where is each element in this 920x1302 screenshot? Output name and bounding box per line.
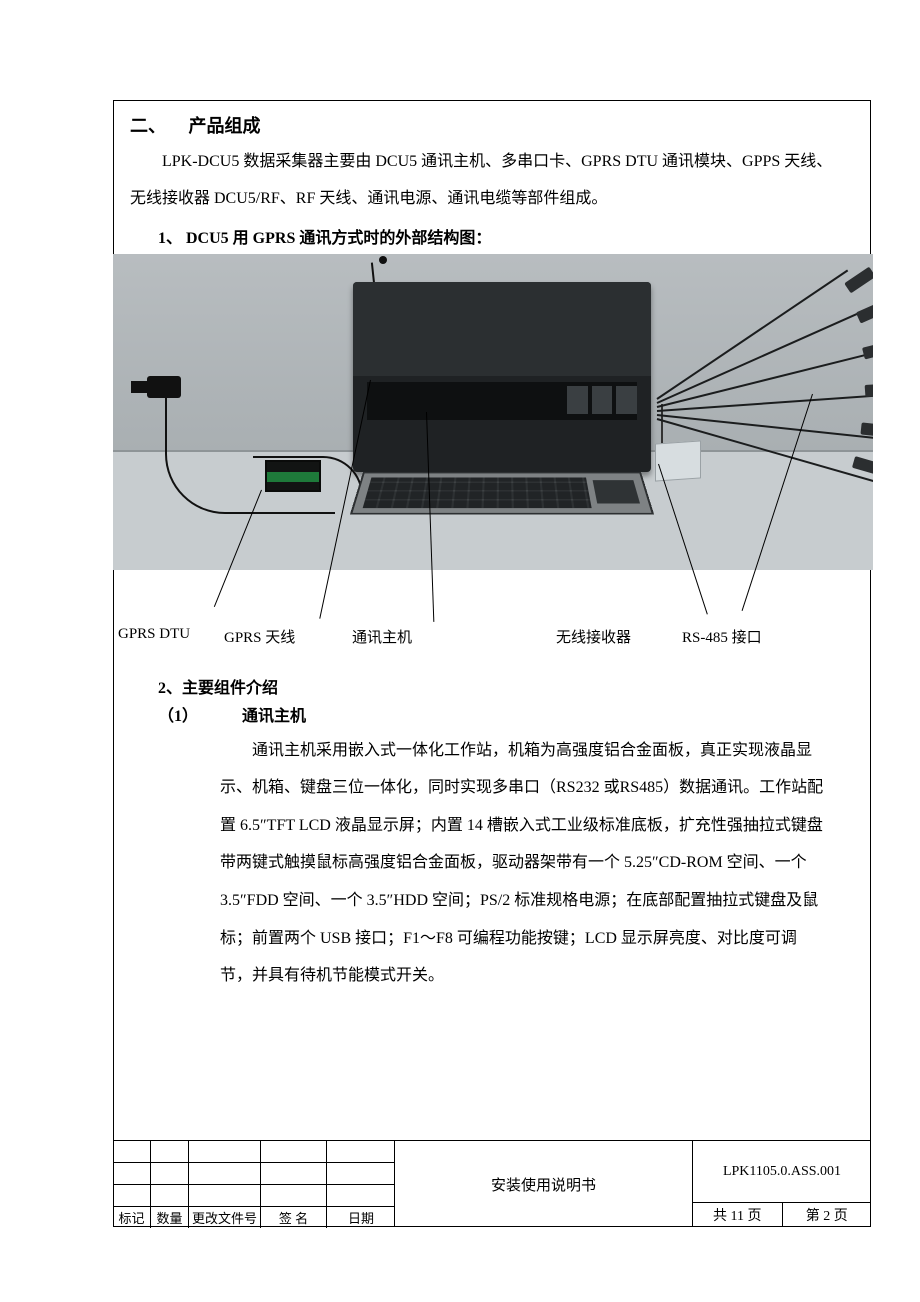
section-2-heading: 二、 产品组成 (130, 112, 854, 138)
dtu-pcb-band (267, 472, 319, 482)
comm-host-rack (353, 282, 651, 472)
rack-top-panel (353, 282, 651, 376)
sub-number: （1） (158, 702, 238, 726)
callout-label-gprs-dtu: GPRS DTU (118, 626, 190, 643)
section-intro: LPK-DCU5 数据采集器主要由 DCU5 通讯主机、多串口卡、GPRS DT… (130, 144, 842, 218)
item1-heading: 1、 DCU5 用 GPRS 通讯方式时的外部结构图： (158, 224, 854, 248)
doc-meta: LPK1105.0.ASS.001 共 11 页 第 2 页 (693, 1141, 871, 1227)
hdr-sign: 签 名 (261, 1207, 327, 1228)
item2-body: 通讯主机采用嵌入式一体化工作站，机箱为高强度铝合金面板，真正实现液晶显示、机箱、… (220, 732, 826, 995)
figure-photo (113, 254, 873, 570)
callout-label-receiver: 无线接收器 (556, 626, 631, 647)
callout-label-gprs-antenna: GPRS 天线 (224, 626, 295, 647)
hdr-date: 日期 (327, 1207, 395, 1228)
total-pages: 共 11 页 (693, 1203, 783, 1227)
callout-label-host: 通讯主机 (352, 626, 412, 647)
serial-cable (656, 269, 848, 399)
serial-cable (657, 308, 868, 403)
callout-label-rs485: RS-485 接口 (682, 626, 762, 647)
touchpad (593, 480, 640, 503)
rack-buttons (567, 386, 637, 414)
doc-title: 安装使用说明书 (395, 1141, 693, 1227)
title-block: 标记 数量 更改文件号 签 名 日期 安装使用说明书 LPK1105.0.ASS… (113, 1140, 871, 1227)
hdr-change: 更改文件号 (189, 1207, 261, 1228)
page: 二、 产品组成 LPK-DCU5 数据采集器主要由 DCU5 通讯主机、多串口卡… (0, 0, 920, 1302)
sub-title: 通讯主机 (242, 708, 306, 725)
keyboard-keys (363, 477, 592, 508)
hdr-mark: 标记 (113, 1207, 151, 1228)
power-plug-prong (131, 381, 147, 393)
serial-cable (657, 394, 873, 412)
antenna-tip (379, 256, 387, 264)
content-area: 二、 产品组成 LPK-DCU5 数据采集器主要由 DCU5 通讯主机、多串口卡… (130, 100, 854, 995)
figure-callouts: GPRS DTU GPRS 天线 通讯主机 无线接收器 RS-485 接口 (96, 570, 856, 660)
doc-number: LPK1105.0.ASS.001 (693, 1141, 871, 1203)
rs485-cable-bunch (657, 284, 867, 474)
hdr-qty: 数量 (151, 1207, 189, 1228)
revision-grid: 标记 数量 更改文件号 签 名 日期 (113, 1141, 395, 1227)
figure-1: GPRS DTU GPRS 天线 通讯主机 无线接收器 RS-485 接口 (113, 254, 873, 660)
db9-connector (865, 383, 873, 397)
item2-heading: 2、主要组件介绍 (158, 674, 854, 698)
section-number: 二、 (130, 116, 166, 136)
gprs-dtu-module (265, 460, 321, 492)
section-title: 产品组成 (189, 116, 261, 136)
keyboard-tray (350, 472, 654, 514)
item2-sub1: （1） 通讯主机 (158, 702, 854, 726)
current-page: 第 2 页 (783, 1203, 872, 1227)
